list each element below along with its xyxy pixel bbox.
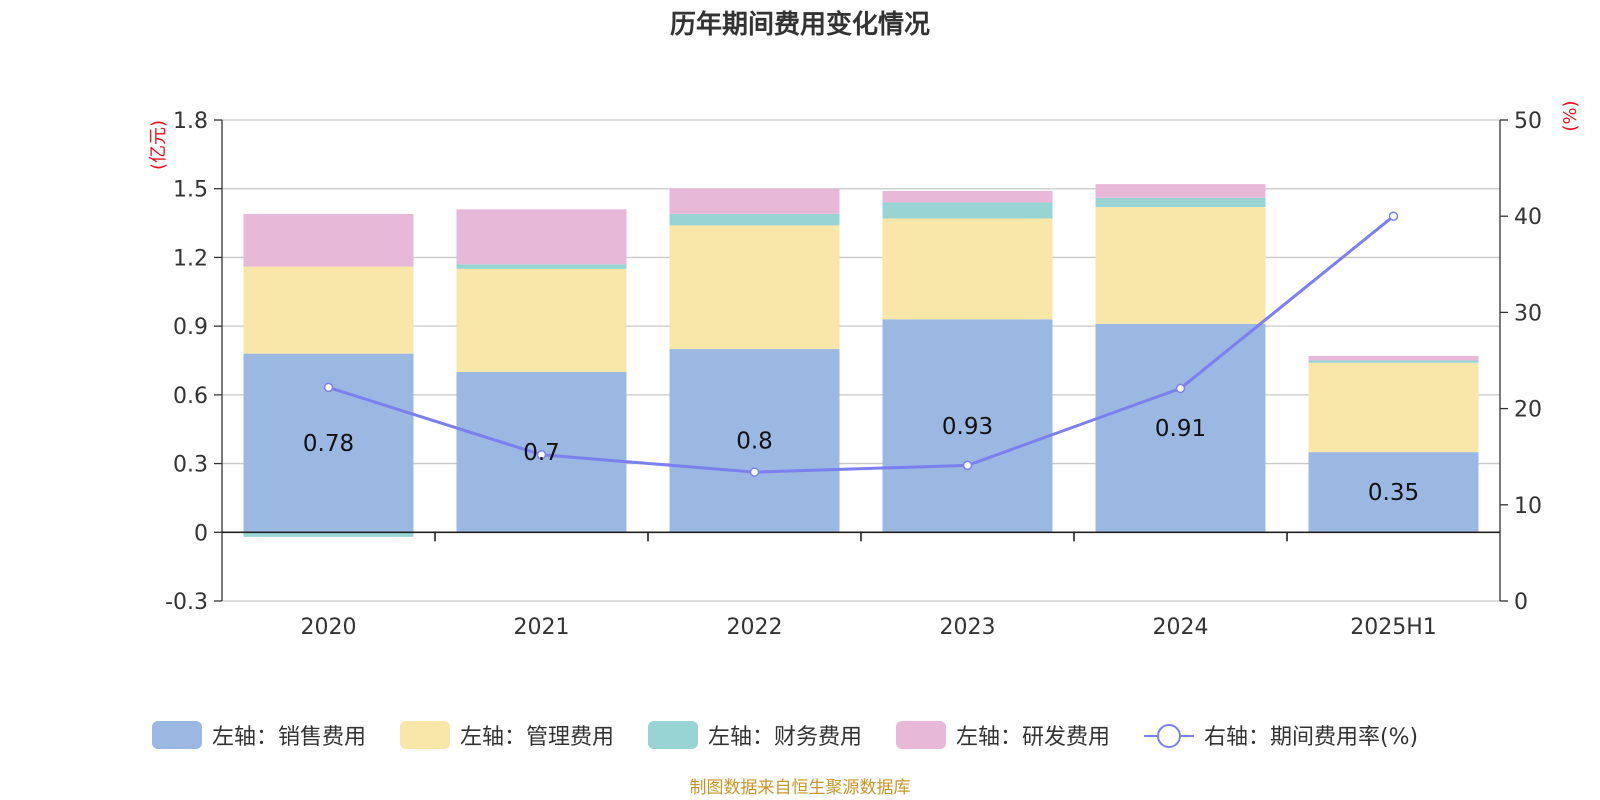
x-tick-label: 2023 (940, 615, 996, 640)
legend-line-marker (1157, 724, 1181, 748)
bar-segment-2023-3 (882, 191, 1053, 203)
legend-label-1: 左轴：管理费用 (460, 725, 614, 750)
x-tick-label: 2022 (727, 615, 783, 640)
left-tick-label: 1.2 (173, 246, 208, 271)
right-tick-label: 20 (1514, 398, 1542, 423)
left-tick-label: 0.9 (173, 315, 208, 340)
chart-title: 历年期间费用变化情况 (670, 9, 930, 40)
left-tick-label: 0.6 (173, 384, 208, 409)
left-tick-label: 0.3 (173, 453, 208, 478)
bar-value-label: 0.78 (303, 431, 354, 457)
bar-segment-2023-0 (882, 319, 1053, 533)
x-tick-label: 2021 (514, 615, 570, 640)
bar-segment-2021-1 (456, 268, 627, 372)
line-point (323, 382, 334, 393)
bar-segment-2020-3 (243, 213, 414, 267)
x-tick-label: 2020 (301, 615, 357, 640)
data-source: 制图数据来自恒生聚源数据库 (690, 778, 911, 798)
bar-segment-2022-0 (669, 349, 840, 533)
left-tick-label: 1.8 (173, 109, 208, 134)
left-tick-label: 1.5 (173, 178, 208, 203)
bar-segment-2022-3 (669, 188, 840, 214)
legend-label-0: 左轴：销售费用 (212, 725, 366, 750)
bar-segment-2024-2 (1095, 197, 1266, 208)
legend-label-3: 左轴：研发费用 (956, 725, 1110, 750)
bar-segment-2020-2 (243, 532, 414, 537)
right-tick-label: 10 (1514, 494, 1542, 519)
bar-segment-2022-1 (669, 225, 840, 350)
legend-swatch-3 (896, 721, 946, 749)
bar-segment-2024-1 (1095, 207, 1266, 324)
bar-segment-2023-1 (882, 218, 1053, 320)
right-tick-label: 30 (1514, 301, 1542, 326)
bar-segment-2025H1-0 (1308, 452, 1479, 533)
bar-value-label: 0.8 (736, 429, 773, 455)
bar-segment-2021-3 (456, 209, 627, 265)
expense-rate-line (323, 211, 1399, 477)
bar-value-labels: 0.78 0.7 0.8 0.93 0.91 0.35 (303, 414, 1419, 506)
line-point (749, 467, 760, 477)
bar-segment-2023-2 (882, 202, 1053, 219)
line-point (1175, 383, 1186, 394)
legend-swatch-2 (648, 721, 698, 749)
legend-label-2: 左轴：财务费用 (708, 725, 862, 750)
legend-swatch-0 (152, 721, 202, 749)
bar-segment-2025H1-1 (1308, 362, 1479, 453)
bar-segment-2021-2 (456, 264, 627, 269)
bar-value-label: 0.91 (1155, 416, 1206, 442)
bar-segment-2020-1 (243, 266, 414, 354)
right-tick-label: 50 (1514, 109, 1542, 134)
x-tick-label: 2025H1 (1350, 615, 1437, 640)
right-axis-unit: (%) (1560, 100, 1581, 131)
line-path (328, 215, 1395, 474)
axes: 1.8 1.5 1.2 0.9 0.6 0.3 0 -0.3 50 40 30 20 10 0 2020 20… (165, 109, 1542, 640)
grid-lines (222, 119, 1500, 602)
bar-segment-2025H1-3 (1308, 355, 1479, 361)
line-point (536, 450, 547, 460)
right-tick-label: 40 (1514, 205, 1542, 230)
left-tick-label: 0 (194, 521, 208, 546)
legend-label-4: 右轴：期间费用率(%) (1204, 725, 1418, 750)
bar-value-label: 0.93 (942, 414, 993, 440)
line-point (962, 460, 973, 471)
right-tick-label: 0 (1514, 590, 1528, 615)
line-point (1388, 211, 1399, 221)
bar-segment-2022-2 (669, 213, 840, 226)
left-tick-label: -0.3 (165, 590, 208, 615)
bars (243, 184, 1479, 537)
bar-segment-2025H1-2 (1308, 360, 1479, 363)
bar-value-label: 0.7 (523, 440, 560, 466)
legend: 左轴：销售费用 左轴：管理费用 左轴：财务费用 左轴：研发费用 右轴：期间费用率(%) (152, 721, 1418, 750)
bar-segment-2024-0 (1095, 323, 1266, 533)
bar-segment-2024-3 (1095, 184, 1266, 198)
left-axis-unit: (亿元) (148, 120, 169, 170)
legend-swatch-1 (400, 721, 450, 749)
x-tick-label: 2024 (1153, 615, 1209, 640)
bar-value-label: 0.35 (1368, 480, 1419, 506)
